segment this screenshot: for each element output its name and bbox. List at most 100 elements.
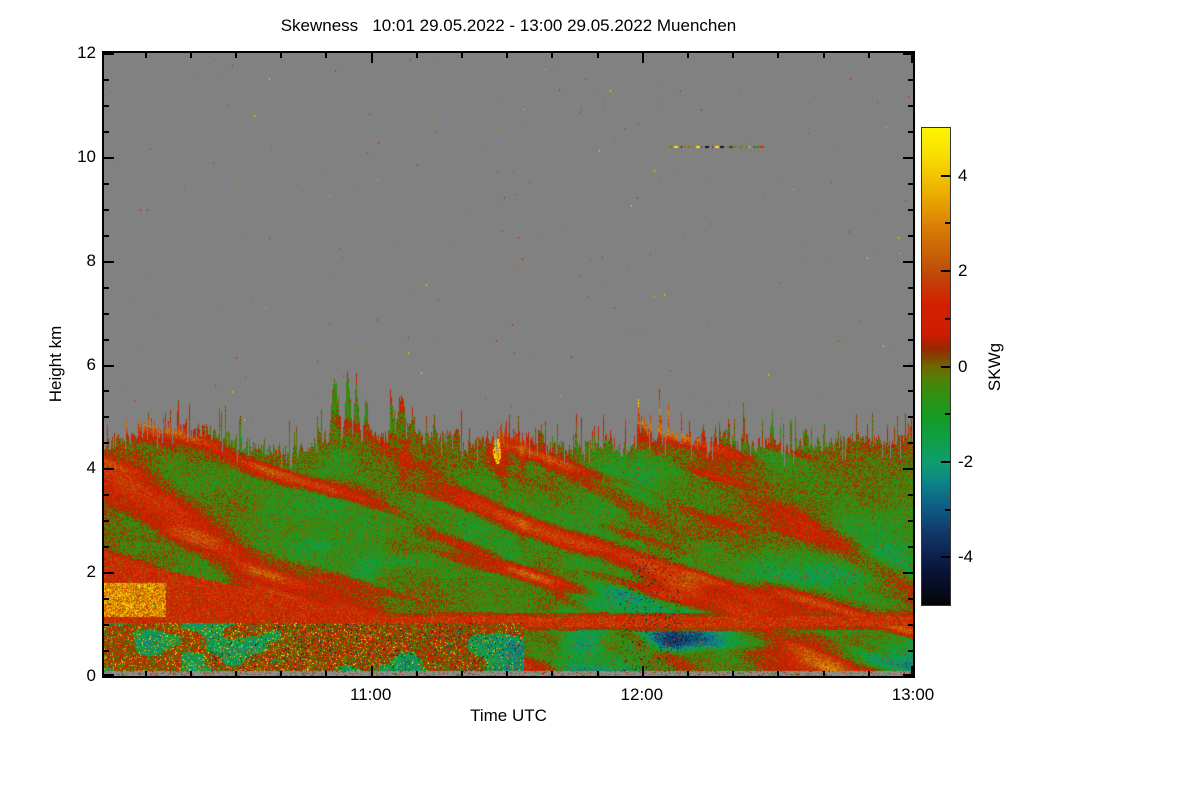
- x-major-tick: [371, 53, 373, 63]
- y-minor-tick: [104, 546, 109, 548]
- colorbar-major-tick: [941, 366, 950, 368]
- y-minor-tick: [908, 209, 913, 211]
- x-minor-tick: [235, 53, 237, 58]
- y-minor-tick: [908, 390, 913, 392]
- x-minor-tick: [868, 53, 870, 58]
- y-minor-tick: [908, 183, 913, 185]
- y-minor-tick: [104, 79, 109, 81]
- x-minor-tick: [325, 53, 327, 58]
- x-minor-tick: [823, 53, 825, 58]
- x-tick-label: 13:00: [891, 685, 935, 704]
- colorbar-major-tick: [941, 461, 950, 463]
- y-minor-tick: [908, 650, 913, 652]
- y-minor-tick: [908, 520, 913, 522]
- y-minor-tick: [908, 598, 913, 600]
- y-minor-tick: [104, 598, 109, 600]
- y-minor-tick: [104, 650, 109, 652]
- x-tick-label: 12:00: [620, 685, 664, 704]
- colorbar-major-tick: [941, 175, 950, 177]
- y-minor-tick: [104, 390, 109, 392]
- colorbar-tick-label: -4: [958, 547, 974, 567]
- y-minor-tick: [104, 442, 109, 444]
- y-minor-tick: [104, 313, 109, 315]
- x-minor-tick: [777, 671, 779, 676]
- colorbar-tick-label: 4: [958, 165, 968, 185]
- x-major-tick: [371, 666, 373, 676]
- x-minor-tick: [732, 53, 734, 58]
- x-minor-tick: [325, 671, 327, 676]
- y-tick-label: 2: [86, 562, 96, 582]
- y-minor-tick: [908, 416, 913, 418]
- colorbar-minor-tick: [945, 222, 950, 224]
- y-minor-tick: [908, 546, 913, 548]
- y-minor-tick: [908, 313, 913, 315]
- y-major-tick: [903, 53, 913, 55]
- y-major-tick: [104, 261, 114, 263]
- y-minor-tick: [908, 105, 913, 107]
- x-tick-label: 11:00: [350, 685, 392, 704]
- colorbar-tick-label: 2: [958, 261, 968, 281]
- y-minor-tick: [908, 287, 913, 289]
- x-minor-tick: [732, 671, 734, 676]
- colorbar-minor-tick: [945, 318, 950, 320]
- y-minor-tick: [104, 131, 109, 133]
- y-tick-label: 8: [86, 250, 96, 270]
- y-minor-tick: [104, 183, 109, 185]
- y-major-tick: [104, 53, 114, 55]
- y-minor-tick: [104, 339, 109, 341]
- y-tick-label: 10: [77, 146, 96, 166]
- x-major-tick: [642, 666, 644, 676]
- y-major-tick: [104, 572, 114, 574]
- y-minor-tick: [908, 131, 913, 133]
- y-tick-label: 4: [86, 458, 96, 478]
- y-minor-tick: [104, 520, 109, 522]
- colorbar-minor-tick: [945, 509, 950, 511]
- x-minor-tick: [506, 53, 508, 58]
- y-minor-tick: [908, 494, 913, 496]
- x-minor-tick: [190, 53, 192, 58]
- x-major-tick: [911, 53, 913, 63]
- y-minor-tick: [908, 235, 913, 237]
- y-tick-label: 0: [86, 666, 96, 685]
- x-minor-tick: [145, 53, 147, 58]
- colorbar-major-tick: [941, 556, 950, 558]
- y-major-tick: [104, 468, 114, 470]
- colorbar-major-tick: [941, 270, 950, 272]
- y-major-tick: [903, 572, 913, 574]
- x-minor-tick: [551, 53, 553, 58]
- y-major-tick: [104, 365, 114, 367]
- x-minor-tick: [868, 671, 870, 676]
- y-minor-tick: [104, 287, 109, 289]
- colorbar: [921, 127, 951, 606]
- y-major-tick: [903, 365, 913, 367]
- y-minor-tick: [104, 209, 109, 211]
- x-minor-tick: [280, 53, 282, 58]
- x-minor-tick: [597, 53, 599, 58]
- x-minor-tick: [416, 671, 418, 676]
- y-minor-tick: [908, 624, 913, 626]
- x-minor-tick: [777, 53, 779, 58]
- x-minor-tick: [687, 53, 689, 58]
- x-minor-tick: [597, 671, 599, 676]
- y-major-tick: [903, 468, 913, 470]
- chart-title: Skewness 10:01 29.05.2022 - 13:00 29.05.…: [280, 16, 737, 35]
- x-major-tick: [642, 53, 644, 63]
- y-minor-tick: [104, 235, 109, 237]
- x-minor-tick: [551, 671, 553, 676]
- x-minor-tick: [190, 671, 192, 676]
- x-minor-tick: [823, 671, 825, 676]
- x-minor-tick: [145, 671, 147, 676]
- y-major-tick: [104, 674, 114, 676]
- colorbar-tick-label: -2: [958, 451, 974, 471]
- y-minor-tick: [908, 339, 913, 341]
- x-minor-tick: [506, 671, 508, 676]
- x-minor-tick: [416, 53, 418, 58]
- y-minor-tick: [104, 105, 109, 107]
- y-minor-tick: [908, 79, 913, 81]
- y-minor-tick: [104, 416, 109, 418]
- x-minor-tick: [461, 671, 463, 676]
- x-minor-tick: [461, 53, 463, 58]
- heatmap-canvas: [104, 53, 913, 676]
- x-minor-tick: [235, 671, 237, 676]
- y-minor-tick: [908, 442, 913, 444]
